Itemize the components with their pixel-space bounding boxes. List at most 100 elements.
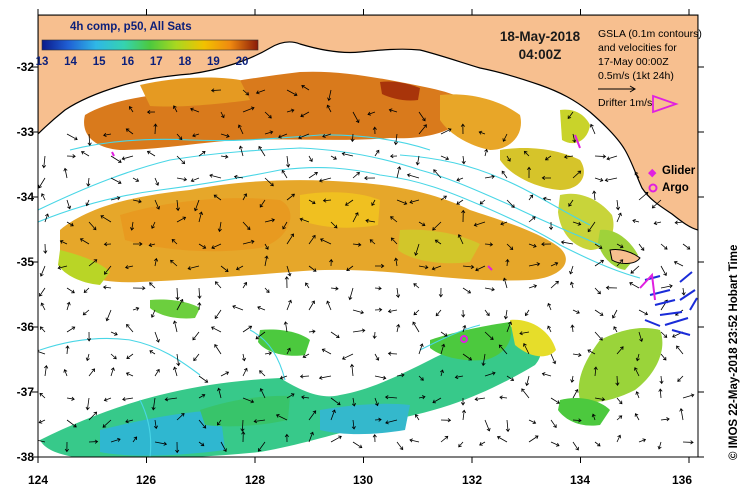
velocity-vector: [570, 375, 575, 383]
velocity-vector: [241, 353, 246, 362]
velocity-vector: [322, 198, 332, 203]
velocity-vector: [364, 176, 376, 181]
velocity-vector: [318, 177, 332, 183]
velocity-vector: [264, 218, 276, 223]
velocity-vector: [286, 155, 291, 168]
map-date: 18-May-2018: [499, 29, 581, 44]
velocity-vector: [454, 374, 464, 380]
velocity-vector: [85, 353, 90, 362]
velocity-vector: [192, 331, 200, 341]
velocity-vector: [88, 368, 96, 377]
velocity-vector: [41, 193, 46, 201]
velocity-vector: [506, 199, 515, 208]
velocity-vector: [503, 309, 508, 320]
velocity-vector: [572, 133, 577, 143]
velocity-vector: [589, 123, 596, 135]
velocity-vector: [676, 345, 684, 355]
x-tick-label: 136: [671, 473, 693, 487]
velocity-vector: [308, 431, 314, 443]
velocity-vector: [286, 108, 295, 113]
velocity-vector: [308, 199, 316, 205]
velocity-vector: [616, 212, 622, 223]
velocity-vector: [103, 242, 112, 247]
velocity-vector: [128, 106, 134, 113]
velocity-vector: [66, 154, 76, 159]
velocity-vector: [413, 309, 420, 316]
velocity-vector: [616, 259, 624, 267]
velocity-vector: [462, 353, 473, 361]
velocity-vector: [387, 309, 398, 314]
velocity-vector: [63, 167, 68, 179]
velocity-vector: [237, 124, 244, 135]
velocity-vector: [154, 331, 160, 343]
velocity-vector: [264, 130, 274, 135]
velocity-vector: [352, 242, 362, 247]
velocity-vector: [594, 154, 607, 159]
drifter-legend-label: Drifter 1m/s: [598, 97, 653, 109]
velocity-vector: [198, 419, 207, 429]
velocity-vector: [372, 331, 377, 340]
velocity-vector: [319, 238, 332, 245]
colorbar-tick-label: 17: [149, 56, 163, 68]
velocity-vector: [110, 353, 117, 360]
axis-ticks: [32, 9, 704, 463]
velocity-vector: [638, 191, 649, 201]
velocity-vector: [550, 280, 559, 289]
velocity-vector: [550, 353, 557, 365]
velocity-vector: [87, 331, 92, 342]
velocity-vector: [615, 199, 621, 211]
velocity-vector: [682, 393, 695, 399]
colorbar-ticks: 13 14 15 16 17 18 19 20: [36, 56, 262, 70]
velocity-vector: [110, 155, 122, 163]
velocity-vector: [154, 368, 160, 377]
velocity-vector: [352, 309, 365, 315]
velocity-vector: [506, 375, 515, 381]
drifter-track: [639, 272, 656, 301]
velocity-vector: [258, 145, 266, 157]
velocity-vector: [176, 216, 187, 223]
velocity-vector: [305, 282, 310, 289]
velocity-vector: [462, 324, 467, 333]
velocity-vector: [38, 419, 46, 424]
velocity-vector: [635, 391, 640, 399]
velocity-vector: [550, 441, 560, 447]
y-tick-label: -33: [16, 125, 34, 139]
gsla-line-1: GSLA (0.1m contours): [598, 28, 702, 40]
velocity-vector: [592, 190, 597, 201]
velocity-vector: [330, 331, 340, 338]
velocity-vector: [396, 199, 408, 205]
velocity-vector: [198, 441, 205, 447]
velocity-vector: [65, 345, 70, 355]
velocity-vector: [318, 375, 332, 380]
velocity-vector: [384, 395, 398, 400]
velocity-vector: [132, 199, 142, 204]
velocity-vector: [660, 353, 667, 361]
velocity-vector: [605, 285, 618, 290]
velocity-vector: [44, 364, 49, 377]
gsla-contours: [38, 134, 641, 457]
velocity-vector: [432, 397, 442, 404]
velocity-vector: [217, 221, 222, 233]
velocity-vector: [616, 243, 624, 249]
velocity-vector: [302, 353, 310, 358]
velocity-vector: [604, 177, 618, 183]
velocity-vector: [190, 177, 200, 183]
velocity-vector: [85, 397, 90, 411]
glider-legend-label: Glider: [662, 165, 696, 177]
x-tick-label: 134: [569, 473, 591, 487]
velocity-vector: [349, 363, 355, 377]
velocity-vector: [264, 111, 272, 119]
velocity-vector: [175, 199, 180, 212]
velocity-vector: [198, 211, 204, 223]
velocity-vector: [192, 133, 200, 138]
velocity-vector: [374, 375, 387, 380]
velocity-vector: [456, 199, 464, 205]
velocity-vector: [39, 287, 46, 297]
velocity-vector: [240, 419, 245, 432]
velocity-vector: [414, 243, 420, 256]
velocity-vector: [616, 415, 623, 421]
velocity-vector: [660, 417, 670, 422]
velocity-vector: [630, 265, 640, 274]
velocity-vector: [440, 155, 450, 161]
velocity-vector: [506, 243, 514, 251]
